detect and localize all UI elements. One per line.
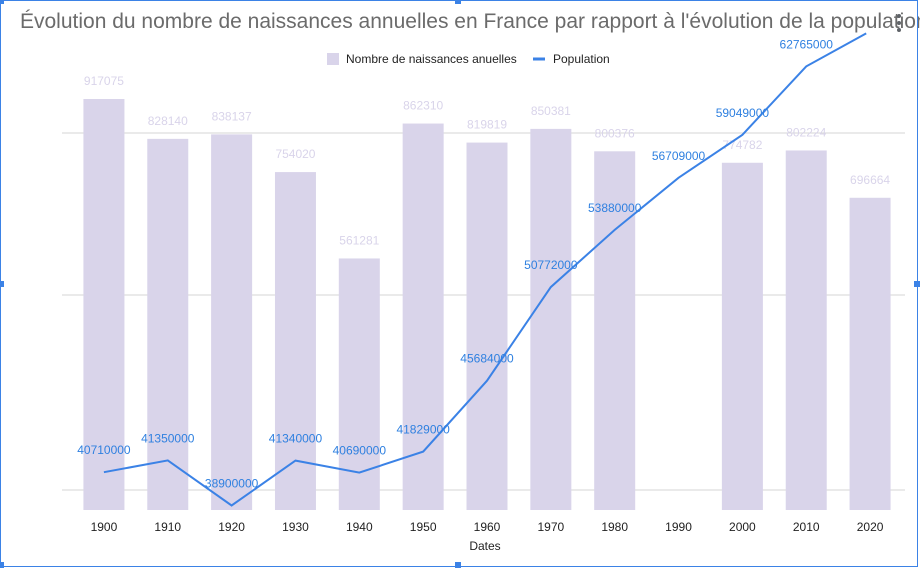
bar-label-1940: 561281 — [339, 233, 379, 247]
bar-label-1900: 917075 — [84, 74, 124, 88]
bar-label-1950: 862310 — [403, 99, 443, 113]
bar-label-1920: 838137 — [212, 109, 252, 123]
chart-title: Évolution du nombre de naissances annuel… — [20, 10, 920, 33]
bar-label-1910: 828140 — [148, 114, 188, 128]
bar-1900 — [83, 99, 125, 510]
population-label-1990: 56709000 — [652, 149, 706, 163]
more-vert-icon[interactable] — [892, 12, 906, 34]
x-tick-1910: 1910 — [154, 520, 181, 534]
population-label-1920: 38900000 — [205, 477, 259, 491]
resize-handle-bottom-left[interactable] — [0, 562, 4, 568]
x-tick-1900: 1900 — [91, 520, 118, 534]
x-axis-title: Dates — [469, 539, 500, 553]
population-label-1900: 40710000 — [77, 443, 131, 457]
bar-1980 — [594, 151, 636, 510]
x-tick-1980: 1980 — [601, 520, 628, 534]
resize-handle-top[interactable] — [455, 0, 461, 4]
resize-handle-left[interactable] — [0, 281, 4, 287]
x-tick-1940: 1940 — [346, 520, 373, 534]
x-tick-1990: 1990 — [665, 520, 692, 534]
population-label-1960: 45684000 — [460, 352, 514, 366]
resize-handle-top-left[interactable] — [0, 0, 4, 4]
bar-1960 — [466, 142, 508, 510]
x-tick-1970: 1970 — [537, 520, 564, 534]
bar-1910 — [147, 138, 189, 510]
x-tick-1920: 1920 — [218, 520, 245, 534]
population-label-1980: 53880000 — [588, 201, 642, 215]
bar-2000 — [721, 162, 763, 510]
population-label-1950: 41829000 — [396, 423, 450, 437]
bar-label-2010: 802224 — [786, 125, 826, 139]
legend-label-births: Nombre de naissances anuelles — [346, 52, 517, 66]
population-label-1930: 41340000 — [269, 432, 323, 446]
population-line — [103, 32, 867, 507]
resize-handle-right[interactable] — [914, 281, 920, 287]
bar-label-1970: 850381 — [531, 104, 571, 118]
legend-label-population: Population — [553, 52, 610, 66]
resize-handle-bottom[interactable] — [455, 562, 461, 568]
bar-label-1980: 800376 — [595, 126, 635, 140]
population-label-1940: 40690000 — [333, 444, 387, 458]
bar-label-1960: 819819 — [467, 118, 507, 132]
bar-label-1930: 754020 — [275, 147, 315, 161]
bar-2020 — [849, 197, 891, 510]
bar-1930 — [274, 172, 316, 510]
bar-label-2020: 696664 — [850, 173, 890, 187]
population-label-2010: 62765000 — [780, 37, 834, 51]
bar-1970 — [530, 128, 572, 511]
bar-1920 — [211, 134, 253, 510]
population-label-2000: 59049000 — [716, 106, 770, 120]
bar-1950 — [402, 123, 444, 510]
bar-2010 — [785, 150, 827, 510]
population-label-1910: 41350000 — [141, 431, 195, 445]
x-tick-1950: 1950 — [410, 520, 437, 534]
x-tick-1960: 1960 — [474, 520, 501, 534]
x-tick-2000: 2000 — [729, 520, 756, 534]
x-tick-2020: 2020 — [857, 520, 884, 534]
x-tick-2010: 2010 — [793, 520, 820, 534]
population-label-1970: 50772000 — [524, 258, 578, 272]
x-tick-1930: 1930 — [282, 520, 309, 534]
legend-swatch-births — [327, 53, 339, 65]
